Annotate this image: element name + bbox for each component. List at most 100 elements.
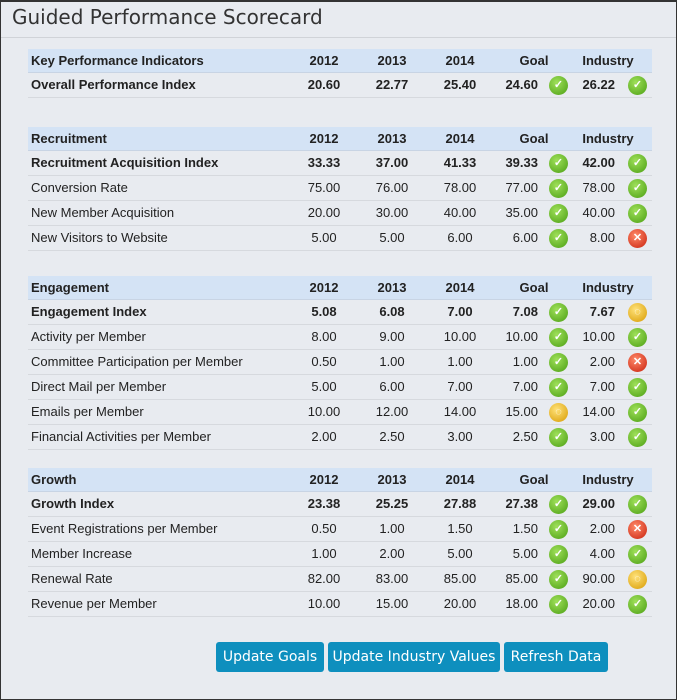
year-value: 10.00 <box>307 596 341 611</box>
industry-check-circle-icon: ✓ <box>628 595 647 614</box>
year-value: 3.00 <box>447 429 473 444</box>
table-row: Overall Performance Index 20.60 22.77 25.40… <box>28 73 652 98</box>
year-value: 8.00 <box>311 329 337 344</box>
year-value: 7.00 <box>447 379 473 394</box>
metric-label: Member Increase <box>31 546 133 561</box>
industry-value: 90.00 <box>582 571 615 586</box>
metric-label: Renewal Rate <box>31 571 113 586</box>
goal-value: 7.00 <box>512 379 538 394</box>
goal-check-circle-icon: ✓ <box>549 495 568 514</box>
table-row: New Visitors to Website 5.00 5.00 6.00 6.00 ✓… <box>28 226 652 251</box>
table-row: Recruitment Acquisition Index 33.33 37.00 4… <box>28 151 652 176</box>
year-value: 2.50 <box>379 429 405 444</box>
industry-value: 42.00 <box>582 155 615 170</box>
metric-label: Engagement Index <box>31 304 147 319</box>
industry-value: 29.00 <box>582 496 615 511</box>
goal-check-circle-icon: ✓ <box>549 545 568 564</box>
year-value: 1.00 <box>447 354 473 369</box>
goal-value: 39.33 <box>505 155 538 170</box>
metric-label: Activity per Member <box>31 329 146 344</box>
refresh-data-button[interactable]: Refresh Data <box>504 642 608 672</box>
industry-value: 26.22 <box>582 77 615 92</box>
industry-x-circle-icon: ✕ <box>628 229 647 248</box>
section-title: Engagement <box>31 280 110 295</box>
year-value: 76.00 <box>375 180 409 195</box>
industry-check-circle-icon: ✓ <box>628 76 647 95</box>
year-value: 78.00 <box>443 180 477 195</box>
table-row: Emails per Member 10.00 12.00 14.00 15.00 ◌ 14… <box>28 400 652 425</box>
year-value: 37.00 <box>375 155 409 170</box>
goal-value: 1.00 <box>512 354 538 369</box>
scorecard-table-growth: Growth 2012 2013 2014 Goal Industry Growth Ind… <box>28 468 652 617</box>
industry-value: 40.00 <box>582 205 615 220</box>
column-header: 2012 <box>309 280 339 295</box>
goal-check-circle-icon: ✓ <box>549 76 568 95</box>
year-value: 25.40 <box>443 77 477 92</box>
industry-check-circle-icon: ✓ <box>628 204 647 223</box>
year-value: 9.00 <box>379 329 405 344</box>
goal-check-circle-icon: ✓ <box>549 595 568 614</box>
metric-label: New Visitors to Website <box>31 230 168 245</box>
column-header: 2012 <box>309 472 339 487</box>
year-value: 23.38 <box>307 496 341 511</box>
column-header: Industry <box>582 53 634 68</box>
goal-value: 15.00 <box>505 404 538 419</box>
year-value: 40.00 <box>443 205 477 220</box>
column-header: Goal <box>519 131 549 146</box>
goal-check-circle-icon: ✓ <box>549 378 568 397</box>
year-value: 12.00 <box>375 404 409 419</box>
column-header: 2014 <box>445 472 475 487</box>
industry-value: 2.00 <box>589 354 615 369</box>
column-header: 2014 <box>445 280 475 295</box>
goal-check-circle-icon: ✓ <box>549 428 568 447</box>
year-value: 5.00 <box>447 546 473 561</box>
year-value: 33.33 <box>307 155 341 170</box>
goal-value: 7.08 <box>512 304 538 319</box>
column-header: Industry <box>582 280 634 295</box>
industry-value: 10.00 <box>582 329 615 344</box>
column-header: 2013 <box>377 131 407 146</box>
goal-value: 6.00 <box>512 230 538 245</box>
goal-check-circle-icon: ✓ <box>549 353 568 372</box>
industry-check-circle-icon: ✓ <box>628 428 647 447</box>
industry-value: 3.00 <box>589 429 615 444</box>
table-row: Activity per Member 8.00 9.00 10.00 10.00 ✓ 10… <box>28 325 652 350</box>
goal-check-circle-icon: ✓ <box>549 229 568 248</box>
year-value: 10.00 <box>307 404 341 419</box>
year-value: 30.00 <box>375 205 409 220</box>
goal-value: 10.00 <box>505 329 538 344</box>
table-row: Event Registrations per Member 0.50 1.00 1.… <box>28 517 652 542</box>
year-value: 41.33 <box>443 155 477 170</box>
metric-label: Recruitment Acquisition Index <box>31 155 219 170</box>
industry-check-circle-icon: ✓ <box>628 403 647 422</box>
metric-label: Revenue per Member <box>31 596 157 611</box>
scorecard-table-recruitment: Recruitment 2012 2013 2014 Goal Industry Recru… <box>28 127 652 251</box>
table-header-row: Growth 2012 2013 2014 Goal Industry <box>28 468 652 492</box>
year-value: 6.00 <box>379 379 405 394</box>
table-row: Direct Mail per Member 5.00 6.00 7.00 7.00 ✓ 7… <box>28 375 652 400</box>
table-row: Renewal Rate 82.00 83.00 85.00 85.00 ✓ 90.00 ◌ <box>28 567 652 592</box>
year-value: 5.08 <box>311 304 337 319</box>
year-value: 83.00 <box>375 571 409 586</box>
industry-value: 4.00 <box>589 546 615 561</box>
title-divider <box>1 37 676 38</box>
industry-check-circle-icon: ✓ <box>628 328 647 347</box>
industry-value: 78.00 <box>582 180 615 195</box>
table-row: Member Increase 1.00 2.00 5.00 5.00 ✓ 4.00 ✓ <box>28 542 652 567</box>
goal-value: 35.00 <box>505 205 538 220</box>
industry-x-circle-icon: ✕ <box>628 520 647 539</box>
year-value: 20.00 <box>307 205 341 220</box>
industry-value: 20.00 <box>582 596 615 611</box>
table-row: Financial Activities per Member 2.00 2.50 3… <box>28 425 652 450</box>
update-goals-button[interactable]: Update Goals <box>216 642 324 672</box>
metric-label: Emails per Member <box>31 404 144 419</box>
goal-value: 77.00 <box>505 180 538 195</box>
goal-value: 27.38 <box>505 496 538 511</box>
metric-label: Financial Activities per Member <box>31 429 211 444</box>
goal-check-circle-icon: ✓ <box>549 303 568 322</box>
year-value: 0.50 <box>311 521 337 536</box>
metric-label: Overall Performance Index <box>31 77 196 92</box>
update-industry-values-button[interactable]: Update Industry Values <box>328 642 500 672</box>
year-value: 14.00 <box>443 404 477 419</box>
year-value: 27.88 <box>443 496 477 511</box>
